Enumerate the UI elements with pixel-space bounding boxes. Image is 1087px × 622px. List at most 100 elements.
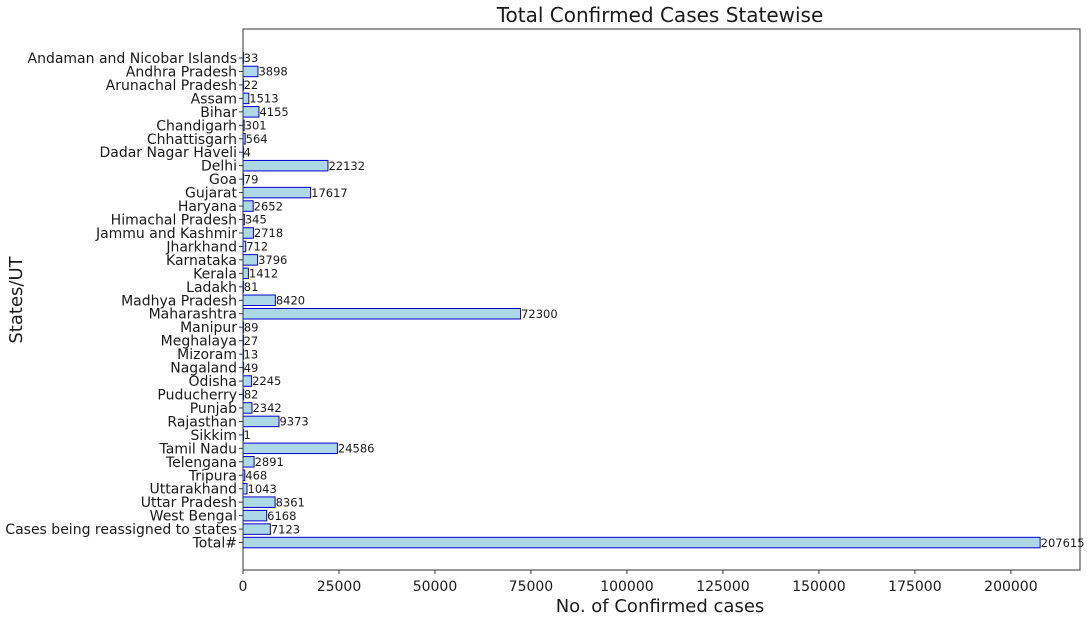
- bar-value-label: 3898: [258, 65, 287, 79]
- bar-value-label: 301: [245, 119, 267, 133]
- y-tick-label: Andhra Pradesh: [126, 64, 237, 80]
- bar-value-label: 564: [246, 132, 268, 146]
- y-tick-label: Manipur: [180, 320, 237, 336]
- bar-value-label: 8420: [276, 293, 305, 307]
- y-tick-label: Karnataka: [166, 253, 237, 269]
- bar: [242, 536, 1041, 549]
- y-tick-label: West Bengal: [150, 509, 237, 525]
- bar-value-label: 27: [244, 334, 259, 348]
- bar: [242, 442, 338, 455]
- bar: [242, 159, 329, 172]
- bar-value-label: 1: [244, 428, 251, 442]
- x-tick-label: 175000: [888, 579, 941, 595]
- bar-value-label: 2342: [252, 401, 281, 415]
- y-tick-label: Uttar Pradesh: [141, 495, 237, 511]
- bar-value-label: 6168: [267, 509, 296, 523]
- bar-value-label: 2245: [252, 374, 281, 388]
- bar-value-label: 207615: [1041, 536, 1085, 550]
- x-axis-label: No. of Confirmed cases: [556, 596, 765, 617]
- x-tick-label: 100000: [600, 579, 653, 595]
- bar-value-label: 72300: [521, 307, 558, 321]
- y-tick-label: Arunachal Pradesh: [106, 78, 237, 94]
- bar-value-label: 82: [244, 388, 259, 402]
- bar-value-label: 2718: [254, 226, 283, 240]
- bar: [242, 523, 271, 535]
- y-tick-label: Chandigarh: [156, 118, 237, 134]
- x-tick-label: 25000: [317, 579, 362, 595]
- y-tick-label: Assam: [191, 91, 237, 107]
- x-tick-label: 125000: [696, 579, 749, 595]
- bar: [242, 482, 248, 495]
- bar-value-label: 1412: [249, 267, 278, 281]
- x-tick-label: 200000: [984, 579, 1037, 595]
- x-tick-label: 75000: [509, 579, 554, 595]
- bar: [242, 92, 250, 105]
- y-tick-label: Tripura: [188, 468, 237, 484]
- bar-value-label: 89: [244, 320, 259, 334]
- y-tick-label: Dadar Nagar Haveli: [99, 145, 237, 161]
- y-tick-label: Haryana: [178, 199, 237, 215]
- y-tick-label: Nagaland: [170, 361, 237, 377]
- plot-area-frame: [242, 28, 1081, 571]
- bar: [242, 307, 522, 320]
- y-axis-label: States/UT: [6, 255, 27, 343]
- bar-value-label: 79: [244, 172, 259, 186]
- y-tick-label: Punjab: [190, 401, 237, 417]
- y-tick-label: Meghalaya: [161, 334, 237, 350]
- bar-value-label: 33: [244, 51, 259, 65]
- bar-value-label: 8361: [276, 495, 305, 509]
- bar: [242, 227, 254, 239]
- y-tick-label: Jammu and Kashmir: [95, 226, 237, 242]
- bar-value-label: 22132: [328, 159, 365, 173]
- bar-value-label: 4: [244, 145, 251, 159]
- y-tick-label: Cases being reassigned to states: [5, 522, 237, 538]
- bar-value-label: 712: [246, 240, 268, 254]
- bar-value-label: 17617: [311, 186, 348, 200]
- y-tick-label: Jharkhand: [165, 239, 237, 255]
- bar: [242, 106, 260, 118]
- y-tick-label: Total#: [192, 536, 237, 552]
- bar-value-label: 9373: [279, 415, 308, 429]
- bar: [242, 415, 280, 428]
- bar: [242, 294, 276, 307]
- bar-value-label: 22: [244, 78, 259, 92]
- y-tick-label: Gujarat: [185, 186, 238, 202]
- bar-value-label: 81: [244, 280, 259, 294]
- bar-value-label: 345: [245, 213, 267, 227]
- bar: [242, 496, 276, 508]
- y-tick-label: Andaman and Nicobar Islands: [28, 51, 238, 67]
- bar-value-label: 13: [244, 347, 259, 361]
- y-tick-label: Uttarakhand: [150, 482, 237, 498]
- y-tick-label: Maharashtra: [149, 307, 237, 323]
- bar-value-label: 1043: [248, 482, 277, 496]
- bar: [242, 267, 249, 280]
- y-tick-label: Mizoram: [177, 347, 237, 363]
- bar: [242, 254, 259, 266]
- bar: [242, 402, 253, 414]
- bar-value-label: 49: [244, 361, 259, 375]
- y-tick-label: Goa: [209, 172, 237, 188]
- bar: [242, 200, 254, 212]
- y-tick-label: Himachal Pradesh: [111, 213, 237, 229]
- bar-value-label: 2891: [255, 455, 284, 469]
- bar-value-label: 24586: [338, 442, 375, 456]
- y-tick-label: Delhi: [201, 159, 237, 175]
- x-tick-label: 50000: [413, 579, 458, 595]
- bar: [242, 375, 253, 387]
- y-tick-label: Madhya Pradesh: [121, 293, 237, 309]
- y-tick-label: Sikkim: [190, 428, 237, 444]
- y-tick-label: Tamil Nadu: [159, 441, 238, 457]
- y-tick-label: Bihar: [200, 105, 237, 121]
- x-tick-label: 150000: [792, 579, 845, 595]
- bar-value-label: 7123: [271, 522, 300, 536]
- y-tick-label: Puducherry: [157, 388, 237, 404]
- bar: [242, 456, 255, 468]
- bar: [242, 65, 259, 78]
- y-tick-label: Odisha: [188, 374, 237, 390]
- y-tick-label: Ladakh: [186, 280, 237, 296]
- x-tick-label: 0: [239, 579, 248, 595]
- bar-value-label: 1513: [249, 92, 278, 106]
- y-tick-label: Telengana: [165, 455, 237, 471]
- bar: [242, 186, 312, 199]
